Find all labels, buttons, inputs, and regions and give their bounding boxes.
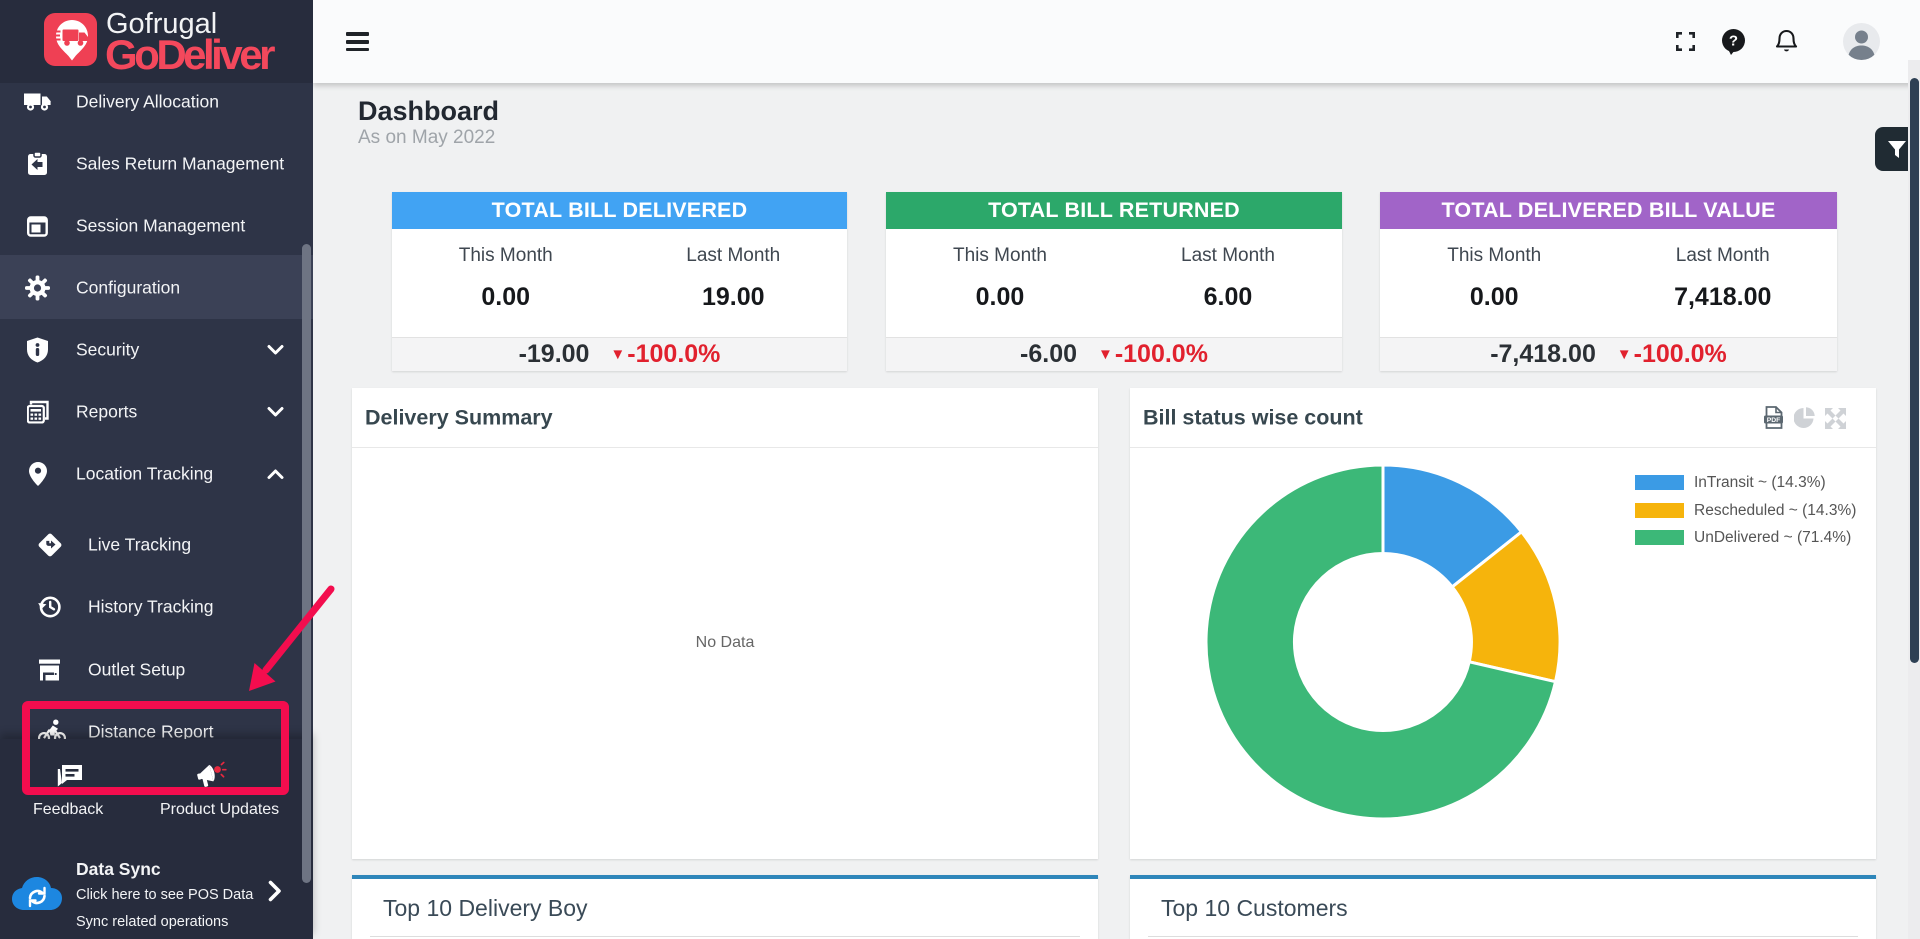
svg-text:PDF: PDF [1767,417,1781,424]
svg-text:?: ? [1729,33,1738,50]
